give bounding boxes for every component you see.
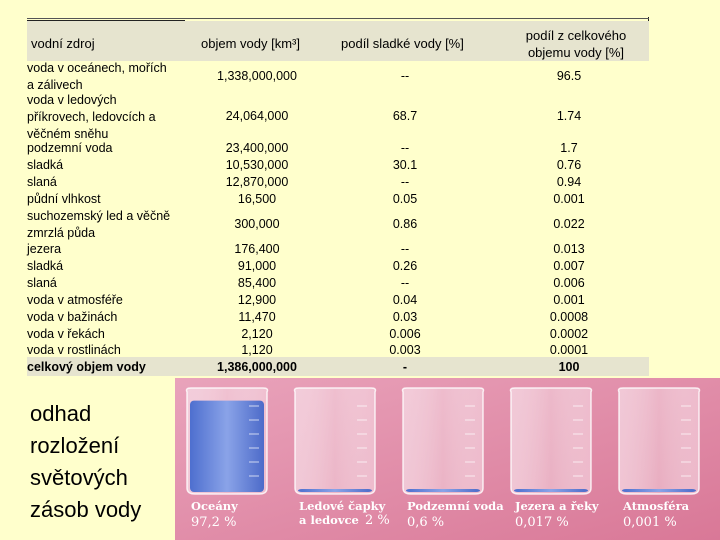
row-permafrost-total: 0.022 (553, 217, 585, 231)
beaker-water (190, 400, 264, 492)
row-lakes-source: jezera sladká slaná voda v atmosféře vod… (27, 242, 123, 358)
beaker-water (298, 489, 372, 492)
beaker: Jezera a řeky 0,017 % (509, 387, 599, 530)
beaker-value: 0,6 % (407, 515, 444, 530)
total-row-source: celkový objem vody (27, 360, 146, 374)
beaker-label: Jezera a řeky (514, 499, 599, 513)
beaker-label: Ledové čapky (299, 499, 386, 513)
row-groundwater-fresh: -- 30.1 -- 0.05 (392, 141, 418, 206)
beaker-glass (401, 387, 485, 495)
beaker-value: 2 % (365, 513, 390, 528)
beaker-water (622, 489, 696, 492)
beaker: Oceány 97,2 % (185, 387, 269, 530)
beaker-glass (617, 387, 701, 495)
beaker: Atmosféra 0,001 % (617, 387, 701, 530)
beaker-label: Podzemní voda (407, 499, 504, 513)
beaker-label-line2: a ledovce (299, 513, 359, 527)
row-oceans-fresh: -- (400, 69, 410, 83)
total-row-total: 100 (558, 360, 580, 374)
beaker-label: Atmosféra (622, 499, 690, 513)
header-total-share: podíl z celkového objemu vody [%] (525, 28, 627, 60)
row-groundwater-source: podzemní voda sladká slaná půdní vlhkost (27, 141, 113, 206)
row-permafrost-volume: 300,000 (234, 217, 280, 231)
beaker-water (514, 489, 588, 492)
beaker-water (406, 489, 480, 492)
row-ice-volume: 24,064,000 (225, 109, 289, 123)
header-fresh-share: podíl sladké vody [%] (341, 36, 464, 51)
row-oceans-source: voda v oceánech, mořích a zálivech (27, 61, 167, 92)
beaker-value: 0,001 % (623, 515, 677, 530)
row-band (27, 65, 649, 89)
row-groundwater-volume: 23,400,000 10,530,000 12,870,000 16,500 (225, 141, 289, 206)
water-resources-table: vodní zdroj objem vody [km³] podíl sladk… (27, 18, 649, 376)
beaker-value: 97,2 % (191, 515, 236, 530)
row-permafrost-source: suchozemský led a věčně zmrzlá půda (27, 209, 171, 240)
row-oceans-total: 96.5 (556, 69, 582, 83)
header-volume: objem vody [km³] (201, 36, 300, 51)
row-ice-source: voda v ledových příkrovech, ledovcích a … (27, 93, 156, 141)
total-row-volume: 1,386,000,000 (217, 360, 297, 374)
row-oceans-volume: 1,338,000,000 (217, 69, 297, 83)
row-lakes-volume: 176,400 91,000 85,400 12,900 11,470 2,12… (234, 242, 280, 358)
row-groundwater-total: 1.7 0.76 0.94 0.001 (553, 141, 585, 206)
total-row-background (27, 357, 649, 376)
beaker-glass (293, 387, 377, 495)
beaker-label: Oceány (191, 499, 238, 513)
row-permafrost-fresh: 0.86 (392, 217, 418, 231)
total-row-fresh: - (402, 360, 408, 374)
row-ice-fresh: 68.7 (392, 109, 418, 123)
row-ice-total: 1.74 (556, 109, 582, 123)
header-source: vodní zdroj (31, 36, 95, 51)
beaker-glass (509, 387, 593, 495)
row-lakes-total: 0.013 0.007 0.006 0.001 0.0008 0.0002 0.… (549, 242, 589, 358)
table-header-background (27, 21, 649, 61)
row-lakes-fresh: -- 0.26 -- 0.04 0.03 0.006 0.003 (389, 242, 421, 358)
caption: odhad rozložení světových zásob vody (30, 401, 142, 522)
beaker-value: 0,017 % (515, 515, 569, 530)
beaker: Podzemní voda 0,6 % (401, 387, 504, 530)
